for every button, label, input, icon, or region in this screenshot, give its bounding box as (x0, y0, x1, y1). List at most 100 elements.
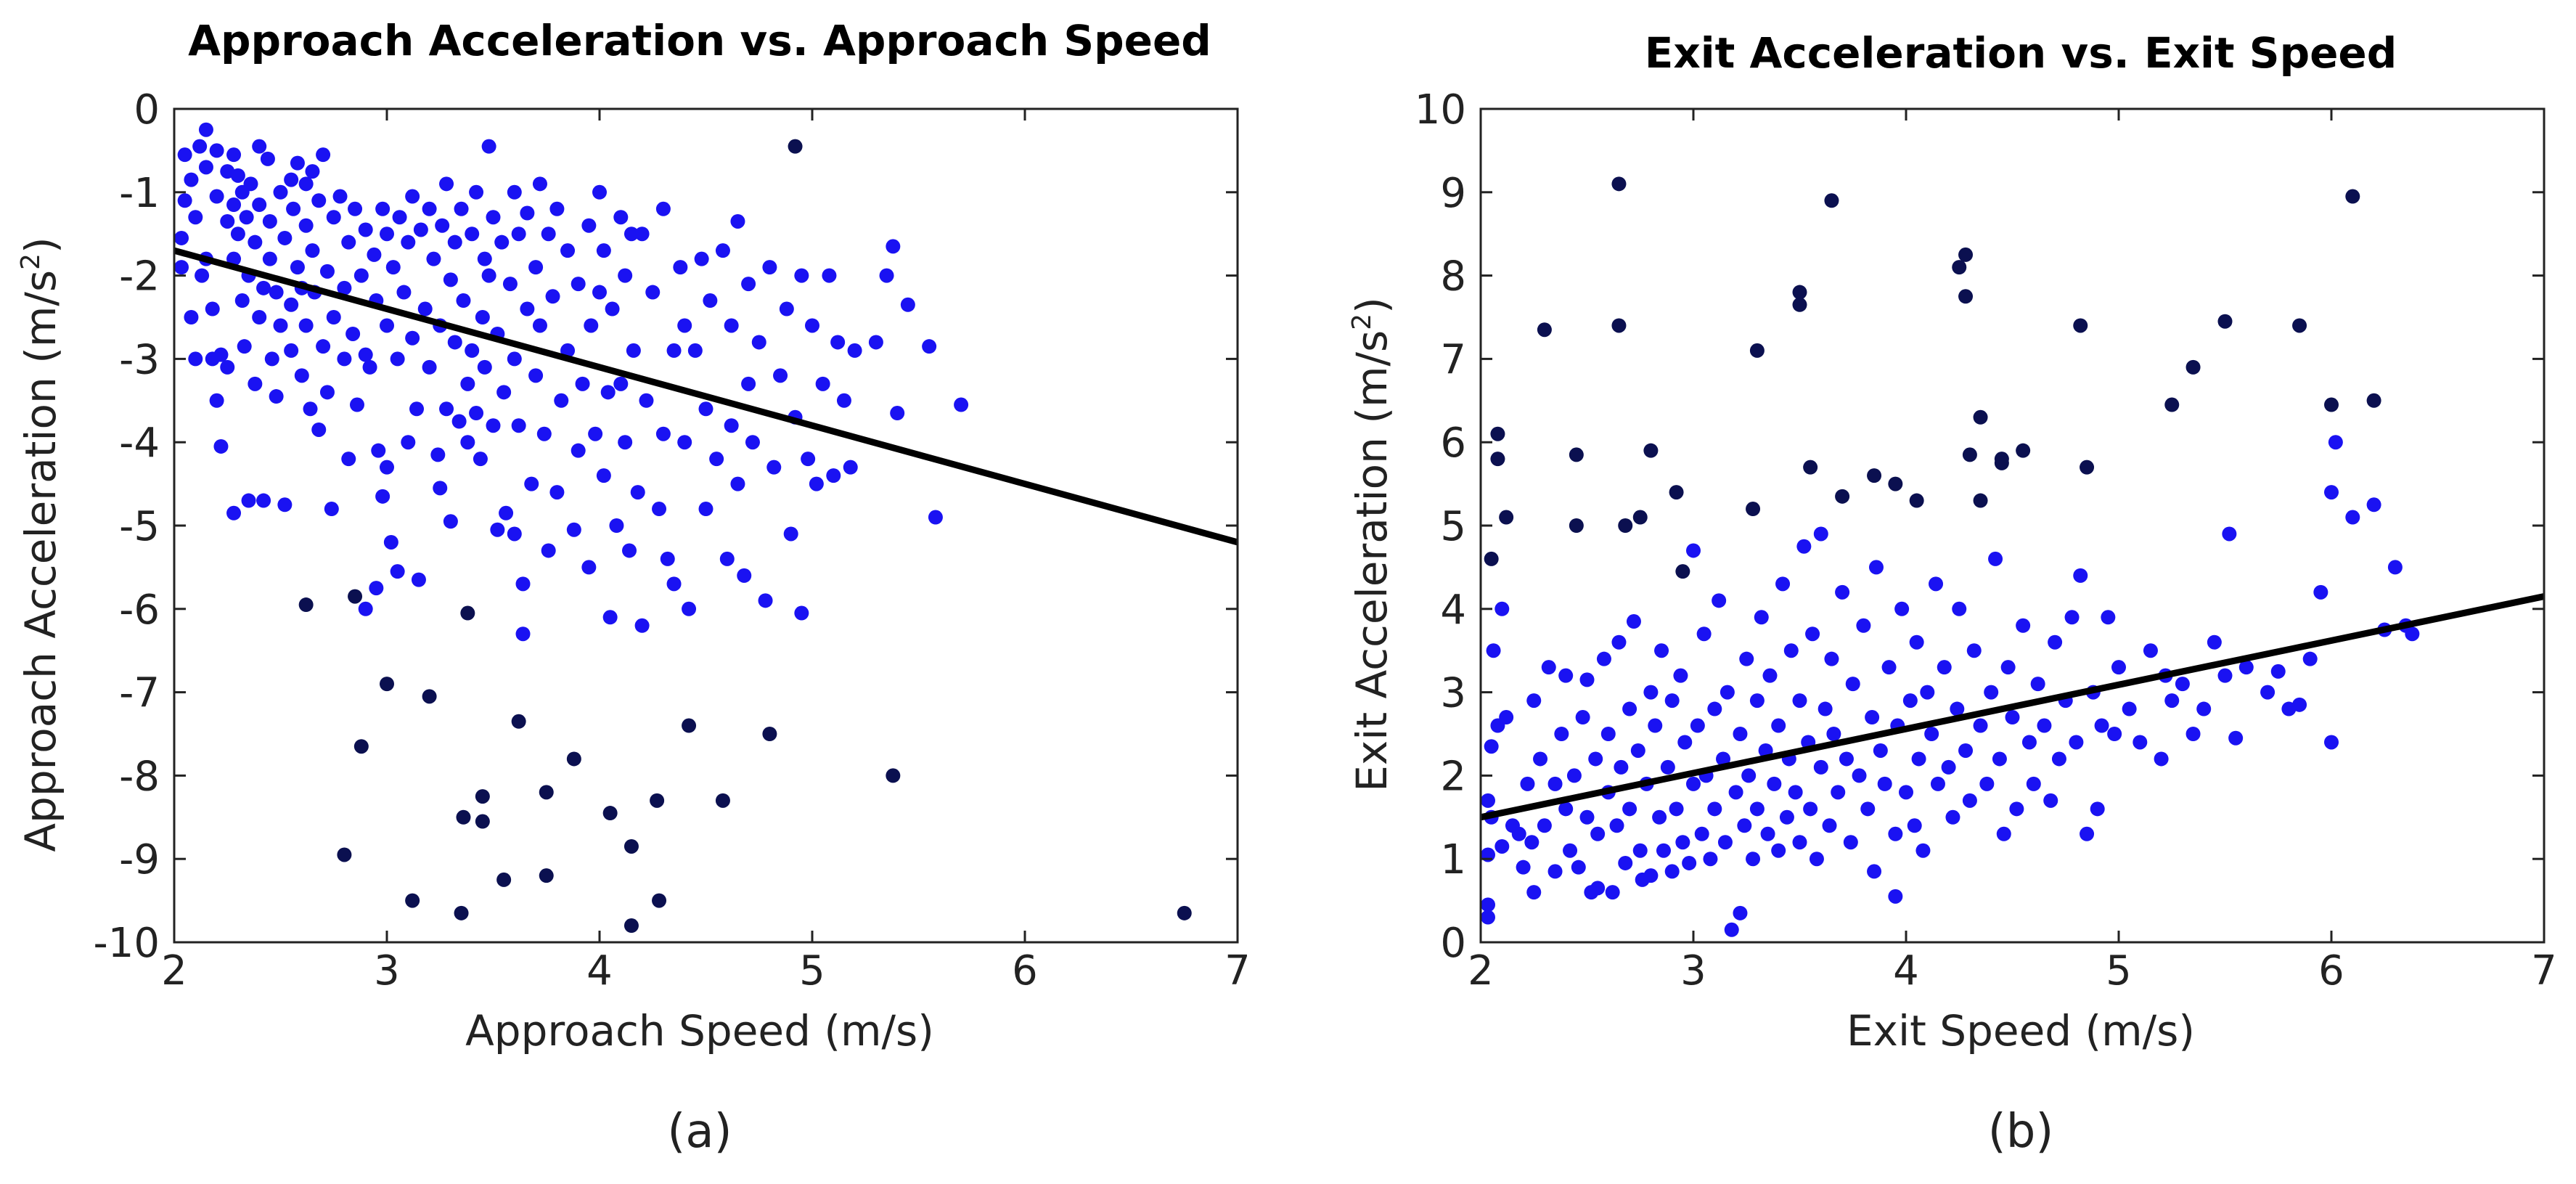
scatter-point-dark (1909, 493, 1924, 508)
scatter-point (375, 201, 391, 216)
scatter-point (2313, 584, 2328, 600)
scatter-point (1767, 776, 1782, 791)
y-tick-label: 3 (1440, 670, 1466, 717)
scatter-point (549, 485, 565, 500)
x-tick-label: 7 (1224, 947, 1251, 995)
scatter-point (2324, 735, 2339, 750)
scatter-point (1664, 693, 1680, 709)
scatter-point (486, 418, 501, 433)
scatter-point-dark (1792, 285, 1807, 300)
scatter-point (326, 310, 341, 324)
scatter-point (1843, 835, 1858, 850)
scatter-point (380, 318, 394, 333)
scatter-point (1867, 864, 1882, 879)
scatter-point (411, 572, 426, 587)
scatter-point (724, 418, 739, 433)
scatter-point (1962, 793, 1977, 808)
scatter-point-dark (405, 893, 420, 908)
scatter-point (1660, 759, 1675, 775)
scatter-point (439, 401, 454, 417)
scatter-point (2345, 510, 2360, 525)
scatter-point (737, 568, 752, 583)
scatter-point (1481, 897, 1495, 913)
scatter-point (375, 489, 391, 504)
scatter-point (703, 293, 718, 309)
scatter-point (2064, 610, 2080, 625)
scatter-point (1796, 539, 1812, 554)
scatter-point (298, 318, 314, 333)
scatter-point (456, 293, 471, 309)
scatter-point (779, 301, 794, 317)
axis-ticks-group: 2 3 4 5 6 7 0 -1 -2 -3 -4 -5 -6 -7 -8 -9 -10 (94, 86, 1251, 995)
scatter-point (1888, 826, 1903, 841)
scatter-point (1911, 751, 1926, 767)
scatter-point (2387, 560, 2403, 575)
scatter-point (252, 310, 267, 324)
scatter-point (1984, 685, 1999, 700)
scatter-point (277, 230, 293, 245)
scatter-point (1590, 826, 1606, 841)
scatter-point (600, 385, 616, 400)
scatter-point (252, 139, 267, 154)
scatter-point-dark (380, 677, 394, 692)
scatter-point (286, 201, 301, 216)
scatter-point (264, 351, 279, 367)
scatter-point (1739, 651, 1754, 666)
scatter-point (385, 260, 401, 275)
scatter-point (273, 184, 288, 200)
scatter-point (520, 301, 535, 317)
scatter-point (177, 147, 192, 163)
scatter-point (507, 351, 522, 367)
scatter-point (1822, 818, 1837, 833)
scatter-point (571, 443, 586, 458)
scatter-point (1682, 855, 1697, 870)
scatter-point (2238, 660, 2254, 675)
scatter-point (766, 460, 782, 475)
y-tick-label: 8 (1440, 253, 1466, 301)
scatter-point (511, 418, 526, 433)
scatter-point-dark (337, 847, 352, 862)
scatter-point (443, 272, 458, 287)
y-tick-label: -2 (119, 253, 160, 301)
scatter-point (2133, 735, 2148, 750)
scatter-point (592, 285, 607, 300)
scatter-point (584, 318, 599, 333)
scatter-point (2048, 634, 2063, 650)
x-tick-label: 5 (2106, 947, 2132, 995)
scatter-point (2043, 793, 2058, 808)
scatter-point (469, 406, 484, 421)
scatter-point-dark (1669, 485, 1684, 500)
x-tick-label: 2 (161, 947, 187, 995)
scatter-point-dark (1867, 468, 1882, 483)
scatter-point-dark (715, 793, 730, 808)
scatter-point-dark (1611, 318, 1627, 333)
scatter-point (284, 172, 299, 187)
y-tick-label: 5 (1440, 503, 1466, 550)
scatter-point-dark (1611, 176, 1627, 192)
scatter-point (367, 247, 382, 262)
scatter-point (2101, 610, 2116, 625)
scatter-point (1717, 835, 1733, 850)
y-axis-label: Exit Acceleration (m/s2) (1347, 297, 1397, 792)
scatter-point (1788, 785, 1803, 800)
scatter-point (496, 385, 512, 400)
scatter-point-dark (2324, 397, 2339, 412)
y-tick-label: 6 (1440, 420, 1466, 467)
scatter-point (1813, 526, 1828, 542)
scatter-point (507, 526, 522, 542)
scatter-point (184, 310, 199, 324)
scatter-point (396, 285, 412, 300)
scatter-point-dark (886, 768, 901, 783)
scatter-point (687, 343, 703, 358)
scatter-point (1817, 701, 1833, 716)
scatter-point-dark (353, 739, 369, 754)
scatter-point (1803, 801, 1818, 817)
scatter-point (345, 326, 361, 341)
scatter-point (809, 476, 824, 491)
scatter-point (605, 301, 620, 317)
scatter-point (741, 376, 756, 391)
scatter-point (1537, 818, 1552, 833)
scatter-point-dark (1824, 193, 1839, 208)
scatter-point (447, 234, 462, 250)
